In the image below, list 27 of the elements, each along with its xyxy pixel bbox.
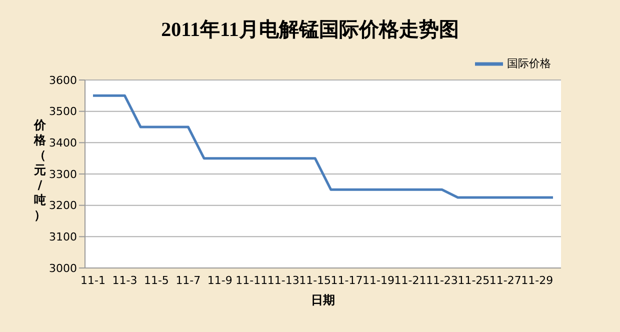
x-tick-label: 11-13	[267, 274, 300, 287]
x-axis-title: 日期	[311, 293, 335, 307]
x-tick-label: 11-11	[236, 274, 268, 287]
x-tick-label: 11-9	[207, 274, 232, 287]
y-tick-label: 3600	[49, 74, 77, 87]
x-tick-label: 11-5	[144, 274, 169, 287]
y-tick-label: 3100	[49, 230, 77, 244]
x-tick-label: 11-27	[489, 274, 522, 287]
x-tick-label: 11-3	[112, 274, 138, 287]
x-tick-label: 11-19	[362, 274, 394, 287]
x-tick-label: 11-23	[426, 274, 458, 287]
y-tick-label: 3500	[49, 105, 77, 118]
y-tick-label: 3200	[49, 199, 77, 212]
legend-label: 国际价格	[507, 57, 551, 70]
x-tick-label: 11-17	[330, 274, 363, 287]
x-tick-label: 11-7	[176, 274, 201, 287]
y-tick-label: 3400	[49, 136, 77, 150]
y-tick-label: 3000	[49, 262, 77, 275]
x-tick-label: 11-25	[458, 274, 490, 287]
line-series	[92, 94, 554, 199]
y-tick-label: 3300	[49, 168, 77, 181]
y-axis-title: 价格（元/吨）	[33, 118, 47, 222]
x-tick-label: 11-29	[521, 274, 554, 287]
x-tick-label: 11-21	[394, 274, 426, 287]
chart-title: 2011年11月电解锰国际价格走势图	[160, 18, 460, 43]
x-tick-label: 11-1	[80, 274, 106, 287]
x-tick-label: 11-15	[299, 274, 332, 287]
